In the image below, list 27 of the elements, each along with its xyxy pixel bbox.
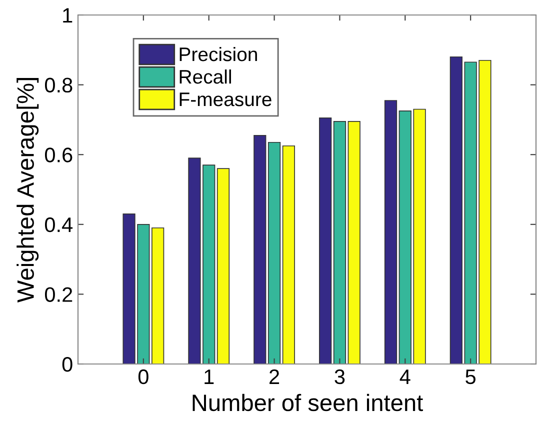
bar <box>450 56 462 364</box>
bar <box>384 100 398 364</box>
bar <box>282 145 295 364</box>
y-tick-label: 0.2 <box>44 287 72 302</box>
legend-label: Recall <box>180 69 231 84</box>
legend-label: F-measure <box>180 92 272 106</box>
y-tick-label: 0.4 <box>44 217 73 232</box>
x-tick-label: 4 <box>400 370 410 384</box>
x-tick-label: 1 <box>204 370 214 384</box>
x-tick-label: 5 <box>466 370 476 384</box>
y-axis-title: Weighted Average[%] <box>16 78 39 303</box>
bar <box>319 118 332 364</box>
y-tick-label: 0 <box>62 357 72 372</box>
y-tick-label: 0.8 <box>44 78 72 93</box>
x-tick-label: 2 <box>270 369 280 384</box>
x-tick-label: 3 <box>334 369 345 384</box>
bar <box>333 121 346 364</box>
bar <box>348 121 360 364</box>
bar <box>216 168 230 364</box>
bar <box>152 227 164 364</box>
legend-label: Precision <box>180 46 257 62</box>
bar <box>254 134 266 364</box>
y-tick-label: 0.6 <box>44 148 72 162</box>
bar <box>268 142 281 364</box>
x-axis-title: Number of seen intent <box>192 394 423 412</box>
y-tick-label: 1 <box>63 8 72 23</box>
x-tick-label: 0 <box>138 369 148 384</box>
